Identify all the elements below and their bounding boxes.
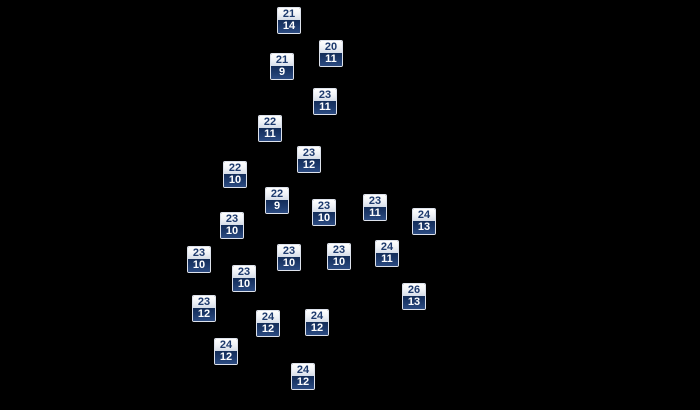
high-temp-label: 24 <box>257 311 279 323</box>
low-temp-label: 11 <box>376 253 398 266</box>
high-temp-label: 21 <box>278 8 300 20</box>
high-temp-label: 22 <box>259 116 281 128</box>
low-temp-label: 11 <box>364 207 386 220</box>
high-temp-label: 24 <box>376 241 398 253</box>
low-temp-label: 12 <box>257 323 279 336</box>
temp-badge[interactable]: 24 13 <box>412 208 436 235</box>
temp-badge[interactable]: 24 12 <box>291 363 315 390</box>
temp-badge[interactable]: 24 12 <box>305 309 329 336</box>
temp-badge[interactable]: 24 12 <box>214 338 238 365</box>
low-temp-label: 13 <box>413 221 435 234</box>
low-temp-label: 9 <box>271 66 293 79</box>
temp-badge[interactable]: 23 11 <box>313 88 337 115</box>
high-temp-label: 22 <box>224 162 246 174</box>
temp-badge[interactable]: 23 11 <box>363 194 387 221</box>
low-temp-label: 11 <box>314 101 336 114</box>
temp-badge[interactable]: 23 10 <box>187 246 211 273</box>
temp-badge[interactable]: 23 10 <box>277 244 301 271</box>
low-temp-label: 13 <box>403 296 425 309</box>
high-temp-label: 23 <box>314 89 336 101</box>
high-temp-label: 23 <box>193 296 215 308</box>
temp-badge[interactable]: 22 10 <box>223 161 247 188</box>
temp-badge[interactable]: 23 12 <box>297 146 321 173</box>
temp-badge[interactable]: 22 9 <box>265 187 289 214</box>
high-temp-label: 23 <box>278 245 300 257</box>
high-temp-label: 23 <box>188 247 210 259</box>
temp-badge[interactable]: 21 9 <box>270 53 294 80</box>
temp-badge[interactable]: 23 10 <box>327 243 351 270</box>
low-temp-label: 12 <box>193 308 215 321</box>
temp-badge[interactable]: 23 10 <box>220 212 244 239</box>
high-temp-label: 23 <box>328 244 350 256</box>
high-temp-label: 21 <box>271 54 293 66</box>
temp-badge[interactable]: 24 12 <box>256 310 280 337</box>
high-temp-label: 24 <box>413 209 435 221</box>
high-temp-label: 24 <box>306 310 328 322</box>
high-temp-label: 26 <box>403 284 425 296</box>
low-temp-label: 10 <box>233 278 255 291</box>
temp-badge[interactable]: 23 10 <box>312 199 336 226</box>
high-temp-label: 20 <box>320 41 342 53</box>
low-temp-label: 9 <box>266 200 288 213</box>
low-temp-label: 10 <box>278 257 300 270</box>
low-temp-label: 14 <box>278 20 300 33</box>
temp-badge[interactable]: 20 11 <box>319 40 343 67</box>
low-temp-label: 10 <box>328 256 350 269</box>
low-temp-label: 12 <box>306 322 328 335</box>
low-temp-label: 11 <box>259 128 281 141</box>
high-temp-label: 23 <box>313 200 335 212</box>
low-temp-label: 10 <box>188 259 210 272</box>
temp-badge[interactable]: 23 10 <box>232 265 256 292</box>
high-temp-label: 23 <box>298 147 320 159</box>
temp-badge[interactable]: 26 13 <box>402 283 426 310</box>
low-temp-label: 10 <box>313 212 335 225</box>
high-temp-label: 23 <box>364 195 386 207</box>
temp-badge[interactable]: 23 12 <box>192 295 216 322</box>
high-temp-label: 24 <box>215 339 237 351</box>
low-temp-label: 10 <box>221 225 243 238</box>
high-temp-label: 24 <box>292 364 314 376</box>
temp-badge[interactable]: 21 14 <box>277 7 301 34</box>
temp-badge[interactable]: 24 11 <box>375 240 399 267</box>
low-temp-label: 10 <box>224 174 246 187</box>
temp-badge[interactable]: 22 11 <box>258 115 282 142</box>
low-temp-label: 12 <box>292 376 314 389</box>
low-temp-label: 12 <box>215 351 237 364</box>
high-temp-label: 23 <box>221 213 243 225</box>
low-temp-label: 11 <box>320 53 342 66</box>
high-temp-label: 23 <box>233 266 255 278</box>
high-temp-label: 22 <box>266 188 288 200</box>
low-temp-label: 12 <box>298 159 320 172</box>
